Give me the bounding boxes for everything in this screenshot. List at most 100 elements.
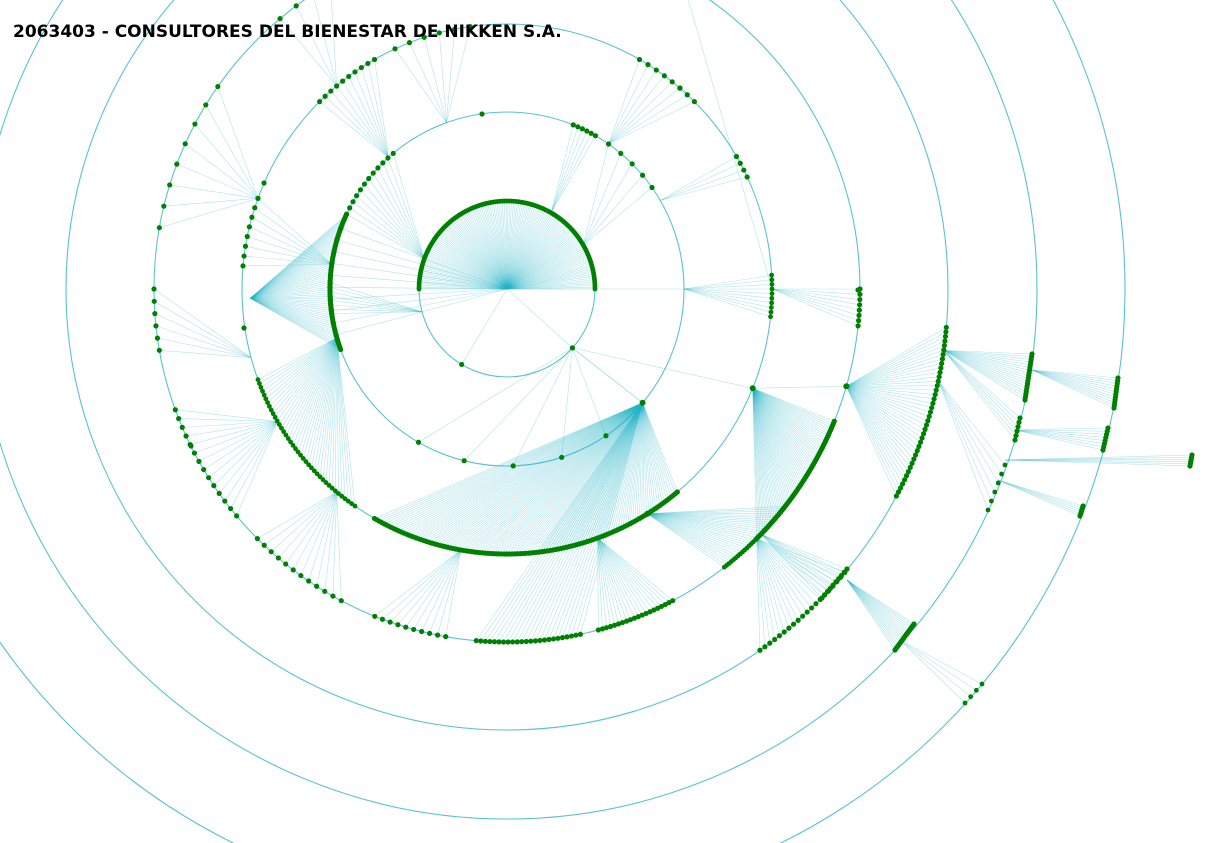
tree-node	[649, 184, 655, 191]
tree-link	[208, 421, 278, 478]
tree-node	[151, 298, 157, 304]
tree-node	[478, 638, 484, 644]
tree-link	[250, 297, 339, 344]
tree-link	[476, 206, 508, 290]
tree-link	[506, 225, 569, 290]
tree-node	[327, 280, 333, 286]
tree-link	[331, 311, 423, 314]
tree-link	[943, 350, 1026, 401]
tree-link	[300, 491, 337, 576]
tree-node	[973, 687, 979, 693]
tree-link	[506, 208, 543, 290]
tree-link	[642, 402, 650, 513]
tree-node	[813, 601, 819, 607]
tree-link	[846, 579, 902, 642]
tree-node	[311, 468, 317, 474]
tree-node	[254, 536, 260, 542]
tree-link	[485, 402, 643, 554]
tree-link	[254, 207, 332, 265]
tree-node	[584, 128, 590, 134]
tree-link	[176, 163, 259, 199]
tree-link	[771, 288, 860, 306]
tree-node	[233, 513, 240, 519]
tree-link	[427, 251, 508, 290]
tree-link	[760, 533, 842, 576]
tree-link	[608, 64, 649, 145]
tree-link	[283, 337, 338, 432]
tree-link	[536, 402, 643, 553]
tree-link	[1031, 369, 1116, 395]
tree-node	[1012, 437, 1018, 443]
tree-link	[155, 325, 252, 358]
tree-link	[250, 242, 337, 299]
tree-link	[846, 386, 920, 447]
tree-link	[636, 402, 643, 520]
tree-link	[516, 402, 643, 642]
tree-link	[279, 337, 338, 425]
tree-link	[154, 313, 252, 358]
tree-link	[182, 421, 278, 428]
tree-link	[447, 402, 643, 548]
tree-link	[329, 286, 423, 313]
tree-link	[429, 402, 643, 543]
tree-link	[760, 533, 828, 592]
tree-node	[684, 92, 690, 98]
tree-link	[752, 388, 790, 501]
tree-link	[597, 537, 655, 611]
tree-link	[597, 538, 603, 629]
tree-link	[756, 538, 845, 573]
tree-link	[194, 421, 278, 454]
tree-node	[327, 297, 333, 304]
tree-link	[250, 279, 331, 299]
tree-link	[433, 239, 508, 290]
tree-link	[752, 388, 804, 481]
tree-link	[943, 350, 1020, 423]
tree-link	[494, 201, 508, 290]
tree-node	[639, 612, 645, 618]
tree-link	[292, 337, 338, 446]
tree-node	[941, 347, 947, 353]
tree-link	[297, 337, 338, 453]
tree-node	[615, 621, 622, 627]
tree-link	[846, 386, 907, 476]
tree-link	[647, 508, 784, 515]
tree-link	[250, 296, 331, 299]
tree-link	[943, 350, 1026, 398]
tree-link	[756, 538, 821, 600]
tree-node	[757, 647, 763, 653]
tree-link	[752, 388, 814, 465]
tree-node	[151, 286, 157, 292]
tree-link	[550, 133, 592, 213]
tree-link	[250, 235, 339, 299]
tree-link	[302, 337, 338, 459]
tree-link	[539, 402, 643, 553]
tree-link	[332, 491, 337, 597]
tree-link	[846, 386, 921, 443]
tree-node	[370, 170, 376, 176]
tree-link	[198, 421, 278, 462]
tree-link	[572, 347, 643, 404]
tree-node	[1100, 447, 1106, 453]
tree-link	[473, 207, 508, 290]
tree-link	[647, 513, 748, 549]
tree-node	[240, 263, 246, 269]
tree-node	[176, 415, 182, 422]
tree-link	[435, 236, 508, 290]
tree-link	[752, 388, 766, 531]
tree-link	[331, 308, 423, 313]
tree-link	[608, 94, 688, 145]
tree-link	[597, 537, 639, 617]
tree-link	[647, 513, 760, 536]
tree-node	[569, 345, 575, 351]
tree-link	[558, 402, 643, 550]
tree-node	[749, 385, 756, 392]
tree-link	[428, 249, 508, 290]
tree-link	[250, 268, 332, 299]
tree-link	[250, 297, 336, 332]
tree-link	[205, 104, 259, 199]
tree-link	[506, 221, 565, 290]
tree-link	[583, 187, 653, 246]
tree-link	[752, 388, 824, 446]
tree-link	[509, 402, 643, 555]
tree-link	[542, 402, 643, 552]
